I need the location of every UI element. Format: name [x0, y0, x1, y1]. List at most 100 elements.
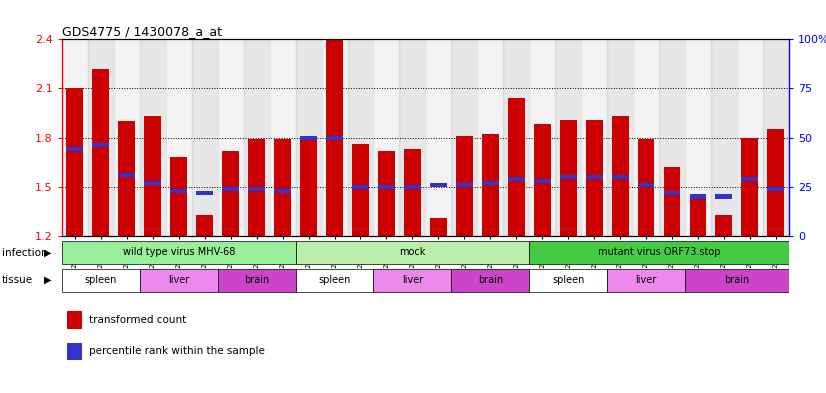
- Bar: [482, 134, 499, 236]
- Bar: [456, 183, 472, 187]
- Bar: [508, 98, 525, 236]
- Bar: [296, 268, 373, 292]
- Bar: [763, 39, 789, 236]
- Bar: [140, 268, 218, 292]
- Bar: [296, 241, 529, 264]
- Text: ▶: ▶: [44, 248, 52, 257]
- Bar: [66, 88, 83, 236]
- Bar: [685, 39, 711, 236]
- Bar: [529, 268, 607, 292]
- Bar: [170, 157, 188, 236]
- Bar: [218, 39, 244, 236]
- Bar: [737, 39, 763, 236]
- Bar: [659, 39, 685, 236]
- Bar: [715, 215, 733, 236]
- Text: percentile rank within the sample: percentile rank within the sample: [89, 346, 265, 356]
- Bar: [378, 185, 395, 189]
- Bar: [400, 39, 425, 236]
- Bar: [742, 177, 758, 181]
- Bar: [373, 39, 400, 236]
- Bar: [690, 195, 706, 198]
- Bar: [451, 39, 477, 236]
- Text: wild type virus MHV-68: wild type virus MHV-68: [122, 247, 235, 257]
- Bar: [373, 268, 451, 292]
- Bar: [529, 241, 789, 264]
- Text: liver: liver: [635, 274, 657, 285]
- Bar: [140, 39, 166, 236]
- Bar: [633, 39, 659, 236]
- Bar: [269, 39, 296, 236]
- Bar: [456, 136, 472, 236]
- Bar: [586, 175, 602, 179]
- Text: liver: liver: [169, 274, 189, 285]
- Bar: [404, 185, 420, 189]
- Bar: [586, 119, 602, 236]
- Bar: [508, 177, 525, 181]
- Bar: [425, 39, 451, 236]
- Text: brain: brain: [477, 274, 503, 285]
- Bar: [611, 116, 629, 236]
- Bar: [62, 39, 88, 236]
- Bar: [248, 139, 265, 236]
- Bar: [378, 151, 395, 236]
- Bar: [767, 129, 784, 236]
- Bar: [93, 69, 109, 236]
- Text: transformed count: transformed count: [89, 315, 187, 325]
- Bar: [67, 311, 82, 329]
- Bar: [611, 175, 629, 179]
- Bar: [663, 191, 681, 195]
- Bar: [197, 215, 213, 236]
- Bar: [503, 39, 529, 236]
- Bar: [296, 39, 321, 236]
- Text: GDS4775 / 1430078_a_at: GDS4775 / 1430078_a_at: [62, 25, 222, 38]
- Bar: [62, 268, 140, 292]
- Bar: [534, 125, 551, 236]
- Text: infection: infection: [2, 248, 47, 257]
- Bar: [145, 116, 161, 236]
- Bar: [560, 175, 577, 179]
- Text: mutant virus ORF73.stop: mutant virus ORF73.stop: [598, 247, 720, 257]
- Bar: [67, 343, 82, 360]
- Bar: [352, 185, 369, 189]
- Bar: [638, 139, 654, 236]
- Bar: [742, 138, 758, 236]
- Text: brain: brain: [724, 274, 749, 285]
- Bar: [690, 196, 706, 236]
- Bar: [66, 147, 83, 151]
- Bar: [638, 183, 654, 187]
- Bar: [560, 119, 577, 236]
- Bar: [222, 151, 239, 236]
- Bar: [222, 187, 239, 191]
- Bar: [767, 187, 784, 191]
- Bar: [197, 191, 213, 195]
- Bar: [248, 187, 265, 191]
- Text: ▶: ▶: [44, 275, 52, 285]
- Bar: [88, 39, 114, 236]
- Bar: [244, 39, 269, 236]
- Bar: [404, 149, 420, 236]
- Bar: [711, 39, 737, 236]
- Bar: [274, 139, 291, 236]
- Bar: [170, 189, 188, 193]
- Bar: [118, 121, 135, 236]
- Text: spleen: spleen: [552, 274, 584, 285]
- Bar: [218, 268, 296, 292]
- Text: brain: brain: [244, 274, 269, 285]
- Bar: [534, 179, 551, 183]
- Bar: [166, 39, 192, 236]
- Bar: [477, 39, 503, 236]
- Bar: [114, 39, 140, 236]
- Bar: [529, 39, 555, 236]
- Text: liver: liver: [401, 274, 423, 285]
- Bar: [348, 39, 373, 236]
- Bar: [715, 195, 733, 198]
- Text: tissue: tissue: [2, 275, 33, 285]
- Bar: [430, 183, 447, 187]
- Bar: [607, 39, 633, 236]
- Text: mock: mock: [399, 247, 425, 257]
- Bar: [118, 173, 135, 177]
- Bar: [145, 181, 161, 185]
- Bar: [607, 268, 685, 292]
- Bar: [451, 268, 529, 292]
- Bar: [192, 39, 218, 236]
